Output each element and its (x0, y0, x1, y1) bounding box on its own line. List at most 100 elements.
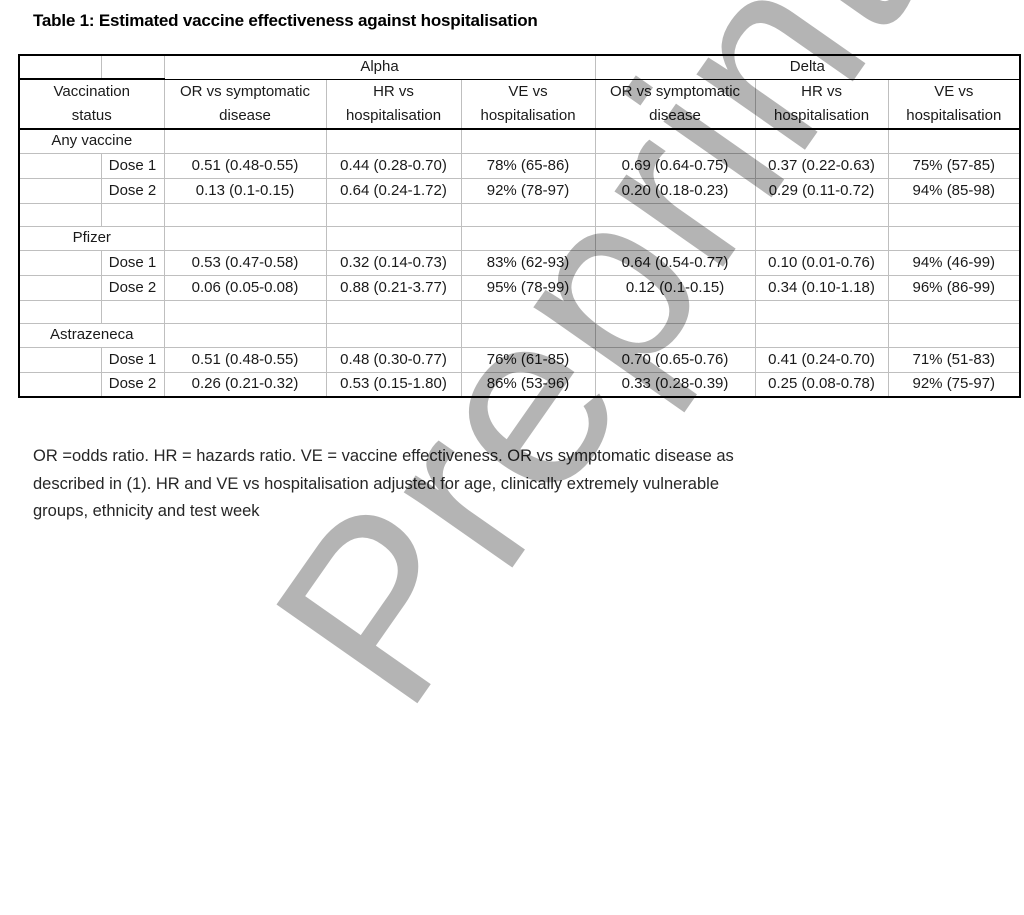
footnote-line: described in (1). HR and VE vs hospitali… (33, 474, 720, 493)
group-label: Pfizer (18, 225, 165, 251)
empty-cell (18, 274, 102, 301)
empty-cell (100, 299, 165, 324)
variant-header-row: Alpha Delta (18, 54, 1021, 80)
value-cell: 94% (85-98) (887, 177, 1021, 204)
spacer-row (18, 299, 1021, 324)
value-cell: 75% (57-85) (887, 152, 1021, 179)
dose-label: Dose 1 (100, 152, 165, 179)
stub-header-line1: Vaccination (53, 83, 130, 100)
value-cell: 0.37 (0.22-0.63) (754, 152, 889, 179)
value-cell: 0.51 (0.48-0.55) (163, 152, 327, 179)
table-row: Dose 2 0.06 (0.05-0.08) 0.88 (0.21-3.77)… (18, 274, 1021, 301)
dose-label: Dose 1 (100, 346, 165, 373)
empty-cell (460, 322, 596, 348)
value-cell: 0.64 (0.54-0.77) (594, 249, 756, 276)
header-line: HR vs (373, 82, 414, 100)
empty-cell (594, 299, 756, 324)
empty-cell (163, 322, 327, 348)
empty-cell (18, 202, 102, 227)
dose-label: Dose 2 (100, 371, 165, 398)
empty-cell (887, 202, 1021, 227)
value-cell: 0.29 (0.11-0.72) (754, 177, 889, 204)
corner-cell (18, 54, 102, 80)
table-title: Table 1: Estimated vaccine effectiveness… (33, 11, 538, 30)
empty-cell (18, 346, 102, 373)
empty-cell (325, 225, 462, 251)
group-label: Astrazeneca (18, 322, 165, 348)
value-cell: 0.64 (0.24-1.72) (325, 177, 462, 204)
value-cell: 0.51 (0.48-0.55) (163, 346, 327, 373)
empty-cell (325, 128, 462, 154)
value-cell: 0.33 (0.28-0.39) (594, 371, 756, 398)
table-row: Dose 2 0.26 (0.21-0.32) 0.53 (0.15-1.80)… (18, 371, 1021, 398)
empty-cell (887, 322, 1021, 348)
empty-cell (163, 225, 327, 251)
empty-cell (163, 202, 327, 227)
value-cell: 0.32 (0.14-0.73) (325, 249, 462, 276)
table-row: Dose 1 0.51 (0.48-0.55) 0.48 (0.30-0.77)… (18, 346, 1021, 373)
dose-label: Dose 1 (100, 249, 165, 276)
empty-cell (18, 152, 102, 179)
value-cell: 0.53 (0.15-1.80) (325, 371, 462, 398)
corner-cell (100, 54, 165, 80)
spacer-row (18, 202, 1021, 227)
column-header-alpha-ve: VE vs hospitalisation (460, 78, 596, 130)
value-cell: 94% (46-99) (887, 249, 1021, 276)
empty-cell (325, 322, 462, 348)
empty-cell (887, 225, 1021, 251)
empty-cell (18, 249, 102, 276)
header-line: VE vs (508, 82, 548, 100)
header-line: HR vs (801, 82, 842, 100)
value-cell: 0.69 (0.64-0.75) (594, 152, 756, 179)
header-line: hospitalisation (480, 106, 576, 124)
header-line: disease (649, 106, 701, 124)
variant-header-alpha: Alpha (163, 54, 596, 80)
variant-header-delta: Delta (594, 54, 1021, 80)
value-cell: 0.12 (0.1-0.15) (594, 274, 756, 301)
value-cell: 0.34 (0.10-1.18) (754, 274, 889, 301)
empty-cell (594, 202, 756, 227)
column-header-delta-hr: HR vs hospitalisation (754, 78, 889, 130)
empty-cell (460, 128, 596, 154)
empty-cell (887, 299, 1021, 324)
empty-cell (754, 299, 889, 324)
stub-header-line2: status (71, 107, 112, 124)
footnote: OR =odds ratio. HR = hazards ratio. VE =… (33, 443, 734, 526)
value-cell: 0.48 (0.30-0.77) (325, 346, 462, 373)
empty-cell (594, 128, 756, 154)
column-header-row: Vaccination status OR vs symptomatic dis… (18, 78, 1021, 130)
column-header-delta-ve: VE vs hospitalisation (887, 78, 1021, 130)
group-label: Any vaccine (18, 128, 165, 154)
header-line: disease (219, 106, 271, 124)
value-cell: 83% (62-93) (460, 249, 596, 276)
empty-cell (460, 225, 596, 251)
empty-cell (754, 225, 889, 251)
group-row: Pfizer (18, 225, 1021, 251)
stub-header: Vaccination status (18, 78, 165, 130)
vaccine-effectiveness-table: Alpha Delta Vaccination status OR vs sym… (18, 54, 1022, 398)
empty-cell (100, 202, 165, 227)
value-cell: 71% (51-83) (887, 346, 1021, 373)
header-line: VE vs (934, 82, 974, 100)
empty-cell (325, 202, 462, 227)
value-cell: 76% (61-85) (460, 346, 596, 373)
value-cell: 0.25 (0.08-0.78) (754, 371, 889, 398)
value-cell: 0.44 (0.28-0.70) (325, 152, 462, 179)
value-cell: 0.53 (0.47-0.58) (163, 249, 327, 276)
value-cell: 0.10 (0.01-0.76) (754, 249, 889, 276)
column-header-delta-or: OR vs symptomatic disease (594, 78, 756, 130)
value-cell: 0.41 (0.24-0.70) (754, 346, 889, 373)
empty-cell (18, 299, 102, 324)
value-cell: 96% (86-99) (887, 274, 1021, 301)
value-cell: 92% (75-97) (887, 371, 1021, 398)
empty-cell (754, 322, 889, 348)
empty-cell (887, 128, 1021, 154)
group-row: Any vaccine (18, 128, 1021, 154)
value-cell: 95% (78-99) (460, 274, 596, 301)
empty-cell (754, 128, 889, 154)
header-line: hospitalisation (906, 106, 1002, 124)
header-line: OR vs symptomatic (610, 82, 741, 100)
empty-cell (594, 225, 756, 251)
column-header-alpha-or: OR vs symptomatic disease (163, 78, 327, 130)
value-cell: 0.20 (0.18-0.23) (594, 177, 756, 204)
